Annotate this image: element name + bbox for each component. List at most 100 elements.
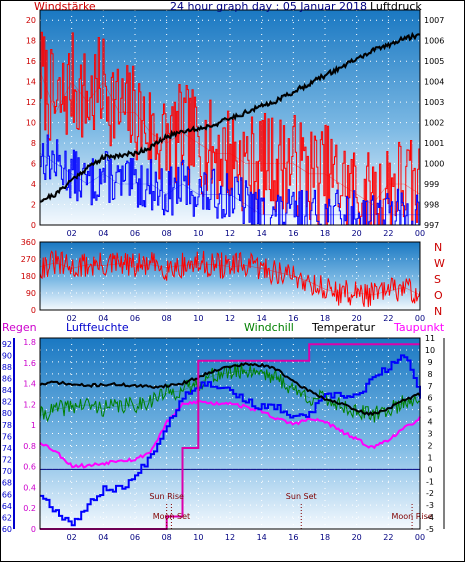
x-tick-label: 02 bbox=[67, 533, 77, 542]
direction-y-tick-label: 90 bbox=[26, 289, 36, 298]
temperature-y-tick-label: -2 bbox=[426, 489, 434, 498]
pressure-y-tick-label: 1004 bbox=[424, 78, 444, 87]
humidity-y-tick-label: 72 bbox=[2, 456, 12, 465]
temperature-y-tick-label: 3 bbox=[427, 430, 432, 439]
humidity-y-tick-label: 86 bbox=[2, 375, 12, 384]
x-tick-label: 12 bbox=[225, 533, 235, 542]
pressure-y-tick-label: 1002 bbox=[424, 119, 444, 128]
compass-s: S bbox=[434, 273, 441, 286]
x-tick-label: 10 bbox=[193, 314, 203, 323]
temperature-y-tick-label: 7 bbox=[427, 382, 432, 391]
x-tick-label: 16 bbox=[288, 229, 298, 238]
rain-y-tick-label: 0.2 bbox=[23, 504, 36, 513]
rain-y-tick-label: 1.8 bbox=[23, 338, 36, 347]
wind-y-tick-label: 16 bbox=[26, 57, 36, 66]
temperature-y-tick-label: -3 bbox=[426, 501, 434, 510]
x-tick-label: 14 bbox=[257, 533, 267, 542]
pressure-label: Luftdruck bbox=[370, 0, 422, 13]
humidity-y-tick-label: 80 bbox=[2, 409, 12, 418]
event-label-moon-set: Moon Set bbox=[153, 512, 190, 521]
pressure-series-line bbox=[39, 34, 421, 201]
x-tick-label: 18 bbox=[320, 533, 330, 542]
humidity-series-line bbox=[40, 354, 421, 527]
compass-n-top: N bbox=[434, 241, 442, 254]
sun-moon-events: Sun Rise Moon Set Sun Set Moon Rise bbox=[149, 492, 433, 529]
x-tick-label: 08 bbox=[162, 314, 172, 323]
temperature-y-tick-label: 6 bbox=[427, 394, 432, 403]
compass-o: O bbox=[434, 289, 443, 302]
pressure-y-tick-label: 1005 bbox=[424, 57, 444, 66]
temperature-y-tick-label: 5 bbox=[427, 406, 432, 415]
wind-strength-label: Windstärke bbox=[34, 0, 96, 13]
wind-pressure-series bbox=[39, 31, 421, 226]
bottom-plot-border bbox=[39, 337, 421, 530]
rain-y-tick-label: 1.6 bbox=[23, 359, 36, 368]
x-tick-label: 18 bbox=[320, 314, 330, 323]
humidity-y-tick-label: 90 bbox=[2, 351, 12, 360]
x-tick-label: 06 bbox=[130, 229, 140, 238]
x-tick-label: 02 bbox=[67, 229, 77, 238]
x-tick-label: 14 bbox=[257, 314, 267, 323]
humidity-y-tick-label: 60 bbox=[2, 525, 12, 534]
pressure-y-tick-label: 1006 bbox=[424, 37, 444, 46]
wind-texture-trace bbox=[40, 134, 421, 226]
x-tick-label: 10 bbox=[193, 533, 203, 542]
x-tick-label: 06 bbox=[130, 314, 140, 323]
humidity-y-tick-label: 78 bbox=[2, 421, 12, 430]
rain-y-tick-label: 1.2 bbox=[23, 400, 36, 409]
x-tick-label: 16 bbox=[288, 314, 298, 323]
windchill-texture-trace bbox=[39, 362, 421, 423]
rain-y-tick-label: 1.4 bbox=[23, 380, 36, 389]
top-plot-border bbox=[39, 9, 421, 226]
x-tick-label: 08 bbox=[162, 533, 172, 542]
x-tick-label: 22 bbox=[383, 314, 393, 323]
wind-y-tick-label: 0 bbox=[31, 221, 36, 230]
pressure-y-tick-label: 1003 bbox=[424, 98, 444, 107]
middle-plot-area bbox=[40, 242, 420, 310]
event-label-sun-set: Sun Set bbox=[286, 492, 317, 501]
wind-series-line bbox=[39, 153, 420, 216]
humidity-y-tick-label: 74 bbox=[2, 444, 12, 453]
x-tick-label: 00 bbox=[415, 314, 425, 323]
humidity-y-tick-label: 84 bbox=[2, 386, 12, 395]
compass-w: W bbox=[434, 257, 445, 270]
rain-label: Regen bbox=[2, 321, 37, 334]
compass-n-bottom: N bbox=[434, 305, 442, 318]
humidity-y-tick-label: 92 bbox=[2, 340, 12, 349]
wind-direction-series bbox=[39, 250, 421, 308]
x-tick-label: 00 bbox=[415, 229, 425, 238]
wind-y-tick-label: 20 bbox=[26, 16, 36, 25]
temperature-y-tick-label: -1 bbox=[426, 477, 434, 486]
x-tick-label: 02 bbox=[67, 314, 77, 323]
humidity-y-tick-label: 62 bbox=[2, 513, 12, 522]
rain-y-tick-label: 0.4 bbox=[23, 483, 36, 492]
event-label-moon-rise: Moon Rise bbox=[391, 512, 432, 521]
temperature-y-tick-label: 4 bbox=[427, 418, 432, 427]
pressure-y-tick-label: 997 bbox=[424, 221, 439, 230]
temperature-y-tick-label: -5 bbox=[426, 525, 434, 534]
temperature-y-tick-label: 8 bbox=[427, 370, 432, 379]
wind-y-tick-label: 8 bbox=[31, 139, 36, 148]
direction-y-tick-label: 0 bbox=[31, 306, 36, 315]
rain-y-tick-label: 0 bbox=[31, 525, 36, 534]
rain-y-tick-label: 0.8 bbox=[23, 442, 36, 451]
x-tick-label: 06 bbox=[130, 533, 140, 542]
humidity-y-tick-label: 70 bbox=[2, 467, 12, 476]
gust-texture-trace bbox=[40, 31, 421, 226]
wind-y-tick-label: 14 bbox=[26, 78, 36, 87]
temperature-series-line bbox=[39, 362, 421, 417]
wind-y-tick-label: 6 bbox=[31, 160, 36, 169]
direction-y-tick-label: 180 bbox=[21, 272, 36, 281]
rain-y-tick-label: 0.6 bbox=[23, 463, 36, 472]
pressure-y-tick-label: 999 bbox=[424, 180, 439, 189]
dewpoint-series-line bbox=[39, 399, 421, 469]
wind-y-tick-label: 2 bbox=[31, 201, 36, 210]
humidity-label: Luftfeuchte bbox=[66, 321, 129, 334]
x-tick-label: 20 bbox=[352, 533, 362, 542]
pressure-y-tick-label: 1007 bbox=[424, 16, 444, 25]
pressure-y-tick-label: 1000 bbox=[424, 160, 444, 169]
windchill-label: Windchill bbox=[244, 321, 294, 334]
